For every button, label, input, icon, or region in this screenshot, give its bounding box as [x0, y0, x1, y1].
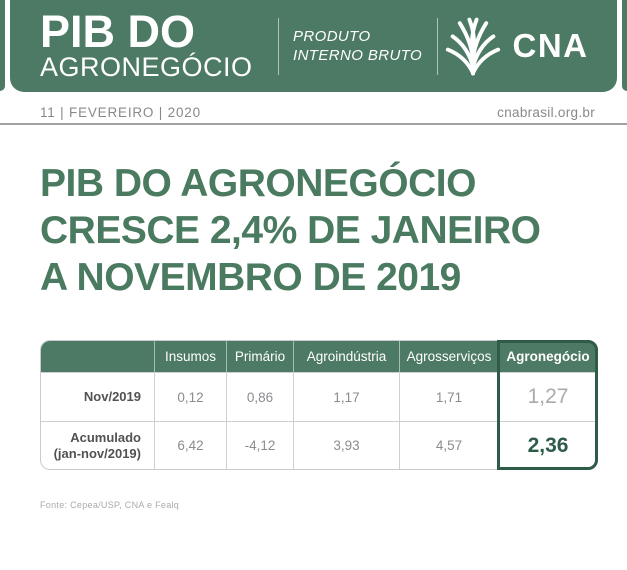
banner-subtitle-line2: INTERNO BRUTO — [293, 47, 423, 64]
table-corner-cell — [41, 341, 154, 372]
banner-divider — [437, 17, 438, 75]
headline: PIB DO AGRONEGÓCIO CRESCE 2,4% DE JANEIR… — [40, 160, 541, 301]
headline-line3: A NOVEMBRO DE 2019 — [40, 256, 461, 299]
cna-wheat-icon — [445, 17, 500, 76]
table-cell: 1,17 — [293, 372, 399, 421]
banner-subtitle-line1: PRODUTO — [293, 28, 371, 45]
column-header-agronegocio: Agronegócio — [498, 341, 597, 372]
cna-logo-text: CNA — [512, 27, 589, 64]
headline-line2: CRESCE 2,4% DE JANEIRO — [40, 209, 541, 252]
website-link[interactable]: cnabrasil.org.br — [497, 104, 595, 120]
cna-logo: CNA — [438, 16, 593, 76]
publication-date: 11 | FEVEREIRO | 2020 — [40, 104, 201, 120]
horizontal-rule — [0, 123, 627, 125]
table-cell: -4,12 — [226, 421, 293, 469]
table-cell: 0,86 — [226, 372, 293, 421]
meta-bar: 11 | FEVEREIRO | 2020 cnabrasil.org.br — [40, 103, 595, 121]
column-header-agrosservicos: Agrosserviços — [399, 341, 498, 372]
table-cell: 1,71 — [399, 372, 498, 421]
adjacent-card-edge-right — [622, 0, 627, 91]
row-label-nov2019: Nov/2019 — [41, 372, 154, 421]
table-cell: 6,42 — [154, 421, 226, 469]
banner-title-line2: AGRONEGÓCIO — [40, 52, 253, 82]
row-label-acumulado: Acumulado (jan-nov/2019) — [41, 421, 154, 469]
table-cell-agronegocio-nov: 1,27 — [498, 372, 597, 421]
column-header-insumos: Insumos — [154, 341, 226, 372]
table-cell-agronegocio-acumulado: 2,36 — [498, 421, 597, 469]
headline-line1: PIB DO AGRONEGÓCIO — [40, 162, 476, 205]
pib-table: Insumos Primário Agroindústria Agrosserv… — [40, 340, 598, 470]
header-banner: PIB DO AGRONEGÓCIO PRODUTO INTERNO BRUTO — [10, 0, 617, 92]
source-note: Fonte: Cepea/USP, CNA e Fealq — [40, 500, 180, 510]
column-header-agroindustria: Agroindústria — [293, 341, 399, 372]
banner-title-line1: PIB DO — [40, 6, 196, 57]
table-cell: 4,57 — [399, 421, 498, 469]
adjacent-card-edge-left — [0, 0, 5, 91]
banner-subtitle: PRODUTO INTERNO BRUTO — [279, 27, 437, 65]
banner-title: PIB DO AGRONEGÓCIO — [40, 6, 278, 82]
table-cell: 0,12 — [154, 372, 226, 421]
column-header-primario: Primário — [226, 341, 293, 372]
table-cell: 3,93 — [293, 421, 399, 469]
banner-divider — [278, 17, 279, 75]
pib-table-wrap: Insumos Primário Agroindústria Agrosserv… — [40, 340, 598, 470]
